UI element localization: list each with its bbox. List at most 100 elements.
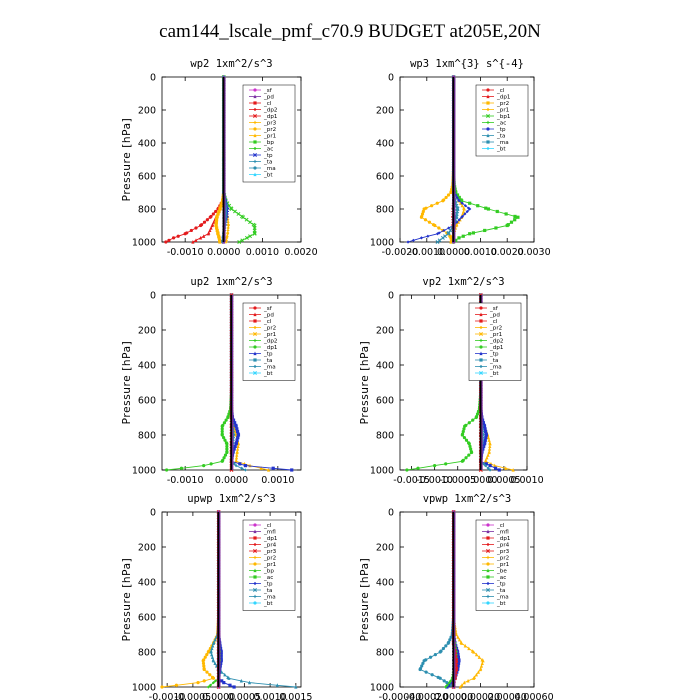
data-point	[463, 212, 467, 216]
legend-label: _ma	[489, 365, 502, 371]
legend-marker	[486, 562, 490, 566]
data-point	[474, 415, 478, 420]
x-tick-label: -0.0010	[416, 475, 453, 486]
data-point	[428, 655, 433, 659]
legend-marker	[253, 351, 257, 356]
legend-label: _pr1	[496, 108, 510, 114]
data-point	[227, 203, 232, 208]
chart-panel: vp2 1xm^2/s^302004006008001000-0.0015-0.…	[359, 276, 544, 486]
legend-marker	[253, 581, 257, 586]
data-point	[445, 683, 449, 687]
data-point	[223, 672, 227, 677]
data-point	[481, 462, 486, 466]
data-point	[456, 653, 460, 657]
data-point	[487, 450, 491, 455]
data-point	[448, 638, 452, 642]
data-point	[464, 456, 468, 460]
legend-label: _ta	[489, 358, 498, 364]
data-point	[441, 646, 446, 651]
data-point	[266, 468, 271, 472]
data-point	[191, 240, 195, 244]
data-point	[464, 438, 469, 442]
y-tick-label: 400	[138, 361, 156, 372]
y-tick-label: 0	[388, 291, 394, 302]
data-point	[213, 637, 217, 642]
data-point	[240, 238, 245, 243]
data-point	[214, 218, 219, 222]
data-point	[457, 195, 461, 200]
y-tick-label: 200	[376, 543, 394, 554]
legend-label: _pd	[263, 95, 274, 101]
data-point	[226, 226, 230, 230]
data-point	[210, 223, 214, 228]
legend-label: _pr3	[263, 121, 277, 127]
data-point	[208, 683, 212, 687]
y-tick-label: 200	[376, 326, 394, 337]
data-point	[202, 679, 206, 683]
data-point	[482, 442, 487, 446]
data-point	[214, 209, 218, 214]
data-point	[469, 450, 474, 455]
legend-label: _pr1	[489, 332, 503, 338]
x-tick-label: -0.0010	[408, 247, 445, 258]
legend-label: _ma	[263, 166, 276, 172]
data-point	[225, 444, 229, 448]
y-tick-label: 600	[138, 396, 156, 407]
y-tick-label: 0	[150, 73, 156, 84]
legend-label: _ma	[263, 595, 276, 601]
data-point	[215, 226, 219, 230]
y-tick-label: 800	[138, 205, 156, 216]
data-point	[237, 240, 242, 244]
legend-label: _dp1	[496, 95, 511, 101]
legend-marker	[253, 601, 257, 605]
data-point	[216, 212, 220, 216]
data-point	[418, 667, 422, 672]
data-point	[483, 459, 488, 463]
data-point	[229, 207, 234, 211]
data-point	[467, 442, 471, 446]
legend-marker	[486, 581, 490, 586]
data-point	[214, 220, 218, 224]
legend-marker	[253, 120, 257, 125]
data-point	[449, 683, 453, 687]
data-point	[220, 424, 224, 428]
data-point	[468, 207, 472, 211]
data-point	[456, 661, 461, 665]
data-point	[474, 652, 479, 657]
data-point	[454, 653, 458, 657]
data-point	[484, 436, 488, 440]
data-point	[275, 683, 279, 687]
legend-marker	[486, 107, 490, 112]
data-point	[213, 661, 217, 665]
data-point	[476, 204, 480, 208]
legend-marker	[253, 542, 257, 547]
legend-box	[475, 519, 529, 611]
data-point	[236, 433, 241, 437]
legend-marker	[253, 312, 257, 317]
data-point	[238, 462, 242, 466]
legend-marker	[479, 312, 483, 317]
data-point	[235, 438, 239, 442]
legend-marker	[486, 568, 490, 573]
data-point	[462, 427, 466, 431]
y-tick-label: 800	[376, 648, 394, 659]
legend-marker	[479, 338, 483, 343]
data-point	[422, 207, 426, 211]
data-point	[462, 436, 467, 440]
data-point	[235, 450, 239, 455]
data-point	[217, 236, 221, 240]
data-point	[259, 466, 263, 470]
legend-marker	[486, 120, 490, 125]
y-tick-label: 800	[138, 431, 156, 442]
legend-marker	[253, 140, 257, 144]
x-tick-label: 0.0010	[246, 247, 279, 258]
legend-label: _dp1	[263, 536, 278, 542]
data-point	[214, 223, 218, 228]
data-point	[457, 199, 461, 203]
legend-label: _pr2	[263, 326, 276, 332]
data-point	[215, 215, 219, 219]
legend-marker	[253, 107, 257, 112]
legend-marker	[479, 325, 483, 330]
y-tick-label: 800	[138, 648, 156, 659]
